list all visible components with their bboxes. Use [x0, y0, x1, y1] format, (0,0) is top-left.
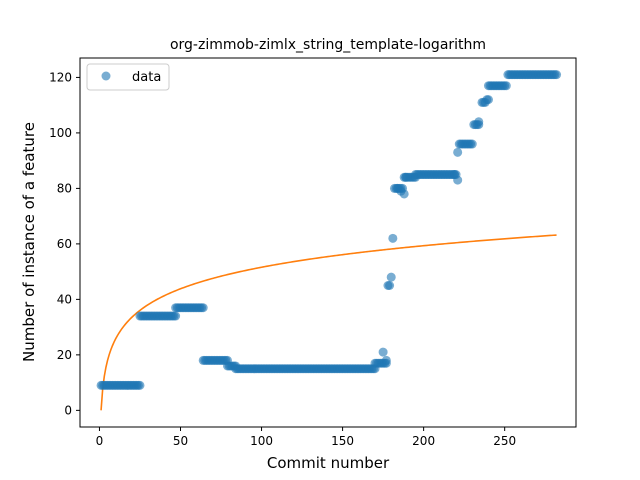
data-point: [378, 347, 388, 357]
y-tick-label: 0: [64, 403, 72, 417]
y-tick-label: 40: [57, 292, 72, 306]
data-point: [483, 95, 493, 105]
y-axis-label: Number of instance of a feature: [20, 122, 38, 362]
chart-marks: [96, 70, 562, 411]
data-point: [453, 147, 463, 157]
y-tick-label: 120: [49, 70, 72, 84]
legend: data: [86, 63, 170, 91]
legend-marker-data: [101, 71, 111, 81]
data-point: [198, 303, 208, 313]
y-tick-label: 60: [57, 237, 72, 251]
data-point: [552, 70, 562, 80]
data-point: [401, 172, 411, 182]
x-tick-label: 150: [331, 434, 354, 448]
chart-title: org-zimmob-zimlx_string_template-logarit…: [170, 37, 486, 53]
x-tick-label: 50: [173, 434, 188, 448]
x-tick-label: 100: [250, 434, 273, 448]
x-tick-label: 0: [96, 434, 104, 448]
x-axis-label: Commit number: [267, 454, 390, 472]
data-point: [399, 189, 409, 199]
y-tick-label: 80: [57, 181, 72, 195]
data-point: [381, 355, 391, 365]
data-point: [135, 380, 145, 390]
data-point: [501, 81, 511, 91]
data-point: [467, 139, 477, 149]
x-tick-label: 200: [412, 434, 435, 448]
legend-box: [86, 63, 170, 91]
y-tick-label: 100: [49, 126, 72, 140]
fit-curve: [100, 234, 557, 411]
plot-frame: [79, 57, 577, 428]
x-tick-label: 250: [493, 434, 516, 448]
legend-label-data: data: [132, 70, 161, 85]
data-point: [386, 272, 396, 282]
y-axis-ticks: 0 20 40 60 80 100 120: [49, 70, 80, 417]
data-point: [385, 281, 395, 290]
data-point: [474, 117, 484, 127]
data-point: [388, 233, 398, 243]
data-point: [453, 175, 463, 185]
x-axis-ticks: 0 50 100 150 200 250: [96, 427, 516, 448]
y-tick-label: 20: [57, 348, 72, 362]
data-point: [171, 311, 181, 321]
